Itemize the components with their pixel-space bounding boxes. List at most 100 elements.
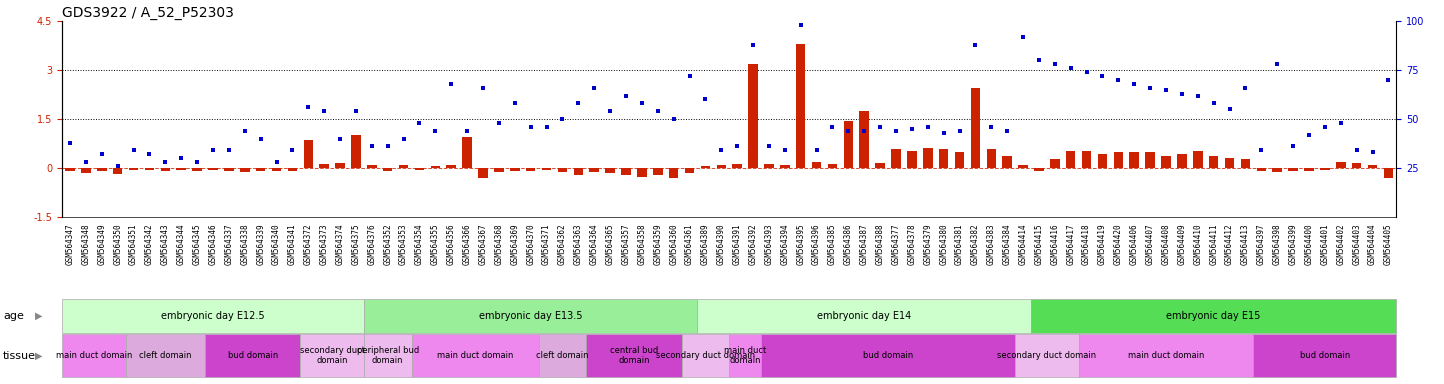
Point <box>614 93 637 99</box>
Point <box>979 124 1002 130</box>
Bar <box>319 164 329 168</box>
Bar <box>1161 156 1171 168</box>
Bar <box>557 168 567 172</box>
Bar <box>1113 152 1123 168</box>
Point <box>423 128 446 134</box>
Bar <box>1288 168 1298 170</box>
Bar <box>1367 165 1378 168</box>
Point <box>169 155 192 161</box>
Bar <box>843 121 853 168</box>
Bar <box>1320 168 1330 170</box>
Point <box>280 147 303 154</box>
Point <box>1186 93 1209 99</box>
Text: secondary duct domain: secondary duct domain <box>656 351 755 360</box>
Text: bud domain: bud domain <box>1300 351 1350 360</box>
Point <box>1122 81 1145 87</box>
Point <box>105 163 130 169</box>
Bar <box>113 168 123 174</box>
Bar <box>271 168 282 171</box>
Bar <box>1066 151 1076 168</box>
Bar <box>65 168 75 170</box>
Bar <box>986 149 996 168</box>
Point <box>661 116 684 122</box>
Point <box>1154 87 1177 93</box>
Point <box>1058 65 1082 71</box>
Point <box>820 124 843 130</box>
Point <box>1027 57 1050 63</box>
Bar <box>287 168 297 171</box>
Bar <box>764 164 774 168</box>
Bar <box>144 168 155 170</box>
Point <box>995 128 1018 134</box>
Point <box>1074 69 1097 75</box>
Bar <box>446 166 456 168</box>
Text: bud domain: bud domain <box>864 351 913 360</box>
Point <box>566 100 589 106</box>
Bar <box>399 165 409 168</box>
Point <box>1297 132 1320 138</box>
Text: bud domain: bud domain <box>228 351 277 360</box>
Bar <box>1240 159 1251 168</box>
Point <box>487 120 511 126</box>
Point <box>852 128 875 134</box>
Bar <box>923 148 933 168</box>
Point <box>884 128 907 134</box>
Bar <box>1193 151 1203 168</box>
Bar <box>1018 165 1028 168</box>
Bar <box>637 168 647 177</box>
Point <box>503 100 526 106</box>
Text: secondary duct domain: secondary duct domain <box>998 351 1096 360</box>
Bar <box>1336 162 1346 168</box>
Point <box>201 147 224 154</box>
Point <box>90 151 113 157</box>
Point <box>121 147 144 154</box>
Bar <box>859 111 869 168</box>
Point <box>455 128 478 134</box>
Bar <box>1256 168 1266 171</box>
Point <box>598 108 621 114</box>
Bar <box>462 137 472 168</box>
Bar <box>907 151 917 168</box>
Point <box>1090 73 1113 79</box>
Bar <box>700 166 710 168</box>
Point <box>137 151 160 157</box>
Point <box>630 100 653 106</box>
Bar <box>891 149 901 168</box>
Bar <box>684 168 695 173</box>
Bar <box>208 168 218 170</box>
Point <box>836 128 859 134</box>
Bar <box>732 164 742 168</box>
Point <box>1106 77 1129 83</box>
Bar <box>494 168 504 172</box>
Point <box>375 143 399 149</box>
Bar <box>367 165 377 168</box>
Point <box>693 96 716 103</box>
Bar <box>192 168 202 171</box>
Bar <box>526 168 536 170</box>
Point <box>1328 120 1352 126</box>
Bar <box>589 168 599 172</box>
Point <box>1313 124 1336 130</box>
Point <box>1138 84 1161 91</box>
Bar <box>1082 151 1092 168</box>
Point <box>1043 61 1066 67</box>
Bar <box>939 149 949 168</box>
Point <box>645 108 669 114</box>
Bar <box>653 168 663 175</box>
Point <box>1233 84 1256 91</box>
Point <box>75 159 98 165</box>
Text: GDS3922 / A_52_P52303: GDS3922 / A_52_P52303 <box>62 6 234 20</box>
Point <box>185 159 208 165</box>
Point <box>1265 61 1288 67</box>
Bar <box>81 168 91 173</box>
Bar <box>1129 152 1139 168</box>
Bar <box>827 164 838 168</box>
Text: ▶: ▶ <box>35 311 42 321</box>
Text: cleft domain: cleft domain <box>536 351 589 360</box>
Point <box>709 147 732 154</box>
Text: main duct
domain: main duct domain <box>723 346 767 365</box>
Point <box>264 159 287 165</box>
Bar <box>351 136 361 168</box>
Text: main duct domain: main duct domain <box>56 351 131 360</box>
Point <box>344 108 367 114</box>
